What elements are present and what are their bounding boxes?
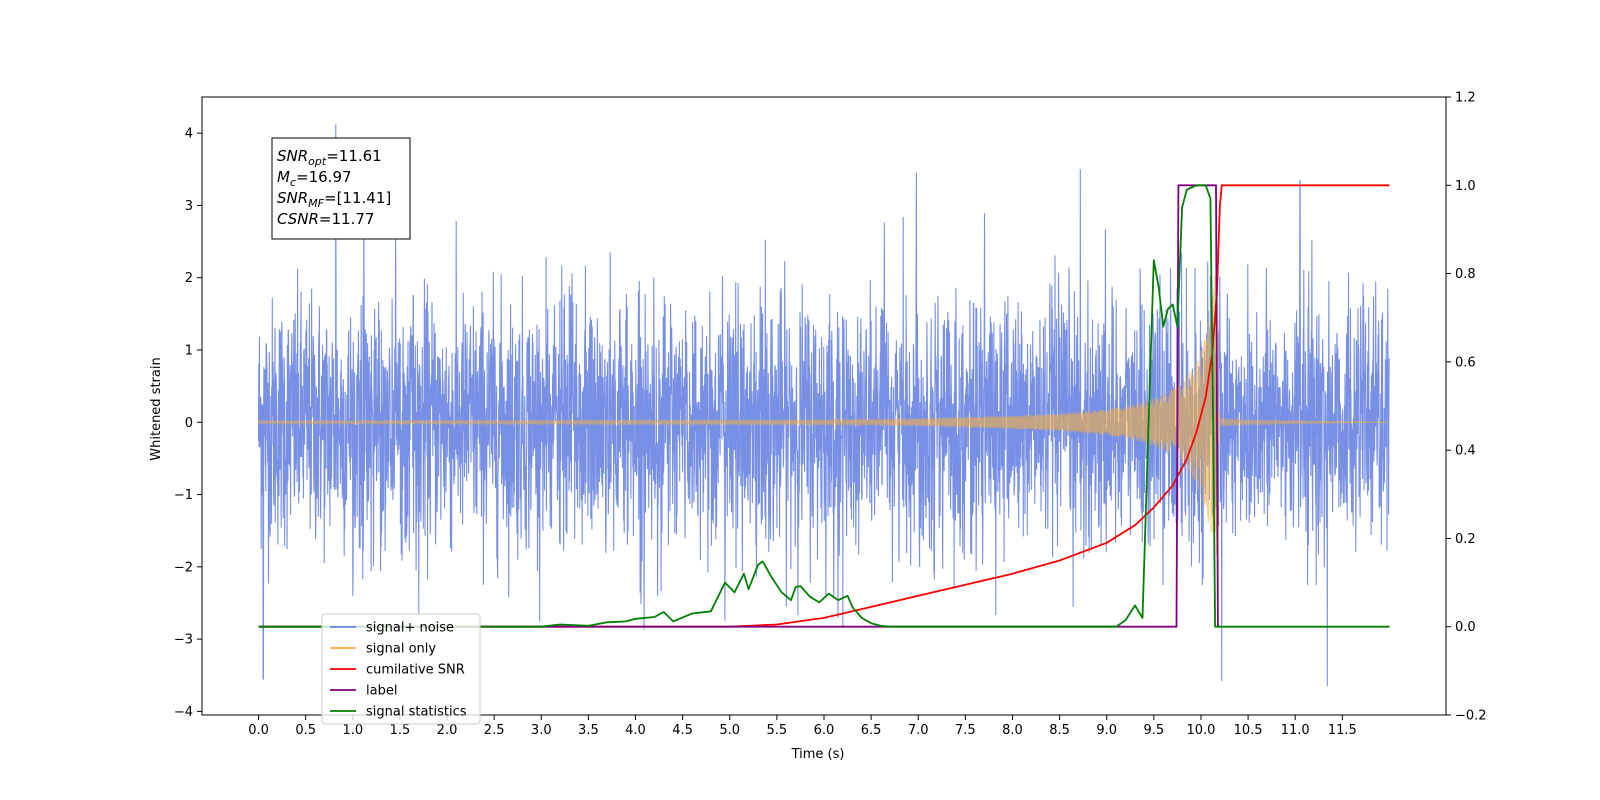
y-tick-label: 4 — [185, 127, 193, 142]
x-tick-label: 10.0 — [1186, 723, 1215, 738]
y-axis-label: Whitened strain — [149, 357, 164, 460]
x-tick-label: 7.0 — [908, 723, 929, 738]
y-right-tick-label: 0.8 — [1455, 267, 1476, 282]
x-tick-label: 9.5 — [1144, 723, 1165, 738]
x-tick-label: 4.5 — [672, 723, 693, 738]
stats-annotation-line: SNRMF=[11.41] — [277, 189, 391, 210]
y-right-tick-label: −0.2 — [1455, 709, 1487, 724]
x-tick-label: 2.0 — [437, 723, 458, 738]
series-signal-statistics — [258, 184, 1390, 628]
x-tick-label: 8.0 — [1002, 723, 1023, 738]
y-tick-label: 2 — [185, 271, 193, 286]
y-tick-label: 1 — [185, 343, 193, 358]
y-right-tick-label: 1.0 — [1455, 179, 1476, 194]
legend: signal+ noise signal only cumilative SNR la… — [321, 613, 481, 725]
x-tick-label: 11.5 — [1328, 723, 1357, 738]
y-tick-label: −4 — [174, 705, 193, 720]
axes: 0.0 0.5 1.0 1.5 2.0 2.5 3.0 3.5 4.0 4.5 5.0 5.5 6.0 6… — [174, 91, 1487, 739]
stats-annotation-line: SNRopt=11.61 — [277, 147, 382, 168]
x-tick-label: 0.0 — [248, 723, 269, 738]
stats-annotation: SNRopt=11.61Mc=16.97SNRMF=[11.41]CSNR=11… — [271, 137, 411, 240]
x-tick-label: 3.5 — [578, 723, 599, 738]
series-signal-noise — [257, 124, 1390, 687]
x-tick-label: 3.0 — [531, 723, 552, 738]
y-tick-label: −2 — [174, 560, 193, 575]
y-tick-label: −1 — [174, 488, 193, 503]
x-tick-label: 9.0 — [1096, 723, 1117, 738]
x-axis-label: Time (s) — [791, 747, 845, 762]
legend-label: signal only — [366, 642, 436, 657]
y-right-tick-label: 0.4 — [1455, 444, 1476, 459]
x-tick-label: 8.5 — [1049, 723, 1070, 738]
series-cumulative-snr — [258, 184, 1390, 628]
x-tick-label: 4.0 — [625, 723, 646, 738]
x-tick-label: 0.5 — [295, 723, 316, 738]
legend-label: cumilative SNR — [366, 663, 465, 678]
x-tick-label: 1.0 — [342, 723, 363, 738]
x-tick-label: 5.5 — [767, 723, 788, 738]
y-tick-label: −3 — [174, 633, 193, 648]
legend-label: signal statistics — [366, 705, 467, 720]
legend-label: signal+ noise — [366, 621, 454, 636]
stats-annotation-box — [271, 137, 411, 240]
plot-area — [257, 124, 1390, 687]
legend-label: label — [366, 684, 397, 699]
x-tick-label: 2.5 — [484, 723, 505, 738]
x-tick-label: 1.5 — [390, 723, 411, 738]
y-right-tick-label: 1.2 — [1455, 91, 1476, 106]
x-tick-label: 6.0 — [814, 723, 835, 738]
series-signal-only — [258, 270, 1390, 555]
x-tick-label: 5.0 — [719, 723, 740, 738]
y-tick-label: 0 — [185, 416, 193, 431]
x-tick-label: 7.5 — [955, 723, 976, 738]
x-tick-label: 11.0 — [1281, 723, 1310, 738]
x-tick-label: 10.5 — [1234, 723, 1263, 738]
stats-annotation-line: CSNR=11.77 — [277, 210, 374, 228]
y-right-tick-label: 0.6 — [1455, 355, 1476, 370]
y-right-tick-label: 0.2 — [1455, 532, 1476, 547]
y-tick-label: 3 — [185, 199, 193, 214]
y-right-tick-label: 0.0 — [1455, 620, 1476, 635]
legend-box — [321, 613, 481, 725]
stats-annotation-line: Mc=16.97 — [277, 168, 352, 189]
x-tick-label: 6.5 — [861, 723, 882, 738]
